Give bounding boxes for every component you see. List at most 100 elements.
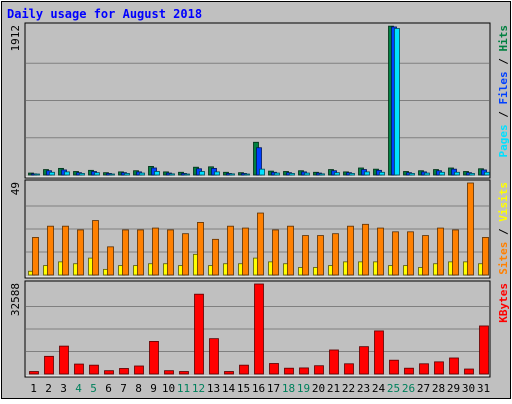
x-tick-label: 17 (267, 382, 280, 395)
bar-sites (467, 182, 474, 276)
bar-kbytes (329, 349, 339, 375)
bar-kbytes (74, 363, 84, 375)
y-axis-label-separator: / (497, 222, 510, 242)
bar-sites (452, 229, 459, 276)
bar-pages (94, 172, 100, 176)
bar-kbytes (434, 361, 444, 375)
bar-pages (319, 173, 325, 176)
x-tick-label: 10 (162, 382, 175, 395)
bar-pages (79, 173, 85, 176)
bar-sites (137, 229, 144, 276)
bar-sites (32, 237, 39, 276)
bar-pages (394, 28, 400, 176)
bar-pages (229, 173, 235, 176)
x-tick-label: 22 (342, 382, 355, 395)
bar-pages (169, 173, 175, 176)
y-axis-label-separator: / (497, 105, 510, 125)
bar-kbytes (404, 367, 414, 375)
bar-sites (287, 225, 294, 276)
bar-pages (184, 173, 190, 176)
y-axis-label-part: Visits (497, 182, 510, 222)
panel-hits-files-pages: 1912 Pages / Files / Hits (9, 22, 510, 179)
x-tick-label: 3 (60, 382, 67, 395)
bar-pages (124, 173, 130, 176)
x-tick-label: 19 (297, 382, 310, 395)
bar-kbytes (479, 325, 489, 375)
bar-kbytes (344, 363, 354, 375)
bar-kbytes (254, 283, 264, 375)
bar-kbytes (224, 371, 234, 375)
bar-kbytes (449, 357, 459, 375)
bar-kbytes (314, 365, 324, 375)
y-axis-label-part: Hits (497, 25, 510, 52)
x-tick-label: 4 (75, 382, 82, 395)
bar-sites (317, 235, 324, 276)
x-tick-label: 21 (327, 382, 340, 395)
y-axis-label: Pages / Files / Hits (497, 25, 510, 158)
bar-pages (139, 172, 145, 176)
bar-pages (364, 171, 370, 176)
x-tick-label: 6 (105, 382, 112, 395)
x-tick-label: 16 (252, 382, 265, 395)
x-tick-label: 27 (417, 382, 430, 395)
bar-sites (422, 235, 429, 276)
x-tick-label: 9 (150, 382, 157, 395)
bar-kbytes (374, 330, 384, 375)
bar-pages (274, 172, 280, 176)
bar-sites (332, 233, 339, 276)
bar-kbytes (299, 367, 309, 375)
x-tick-label: 23 (357, 382, 370, 395)
x-tick-label: 31 (477, 382, 490, 395)
x-tick-label: 7 (120, 382, 127, 395)
bar-sites (302, 235, 309, 276)
bar-sites (242, 227, 249, 276)
bar-pages (64, 171, 70, 176)
bar-pages (154, 171, 160, 176)
chart-title: Daily usage for August 2018 (7, 7, 202, 21)
x-tick-label: 5 (90, 382, 97, 395)
x-tick-label: 8 (135, 382, 142, 395)
bar-sites (227, 225, 234, 276)
y-axis-label-part: Files (497, 71, 510, 104)
bar-kbytes (194, 293, 204, 375)
bar-pages (244, 173, 250, 176)
y-axis-label: KBytes (497, 283, 510, 323)
bar-pages (454, 171, 460, 176)
x-tick-label: 11 (177, 382, 190, 395)
x-tick-label: 25 (387, 382, 400, 395)
bar-files (256, 147, 262, 176)
bar-kbytes (59, 345, 69, 375)
y-axis-label-part: KBytes (497, 283, 510, 323)
bar-pages (199, 171, 205, 176)
bar-sites (122, 229, 129, 276)
bar-kbytes (104, 370, 114, 375)
x-tick-label: 1 (30, 382, 37, 395)
bar-kbytes (149, 341, 159, 375)
x-tick-label: 26 (402, 382, 415, 395)
bar-pages (259, 168, 265, 176)
y-max-label: 49 (9, 182, 22, 195)
panel-kbytes: 32588 KBytes (9, 280, 510, 378)
bar-kbytes (284, 367, 294, 375)
y-axis-label-separator: / (497, 52, 510, 72)
bar-sites (62, 225, 69, 276)
bar-kbytes (464, 368, 474, 375)
x-tick-label: 30 (462, 382, 475, 395)
x-tick-label: 12 (192, 382, 205, 395)
y-axis-label-part: Sites (497, 242, 510, 275)
panel-visits-sites: 49 Sites / Visits (9, 179, 510, 279)
bar-kbytes (389, 359, 399, 375)
bar-kbytes (44, 355, 54, 375)
bar-pages (409, 173, 415, 176)
bar-sites (272, 229, 279, 276)
bar-sites (377, 227, 384, 276)
bar-sites (437, 227, 444, 276)
bar-sites (47, 225, 54, 276)
bar-pages (304, 172, 310, 176)
bar-sites (482, 237, 489, 276)
bar-kbytes (359, 346, 369, 375)
bar-pages (34, 173, 40, 176)
x-tick-label: 2 (45, 382, 52, 395)
